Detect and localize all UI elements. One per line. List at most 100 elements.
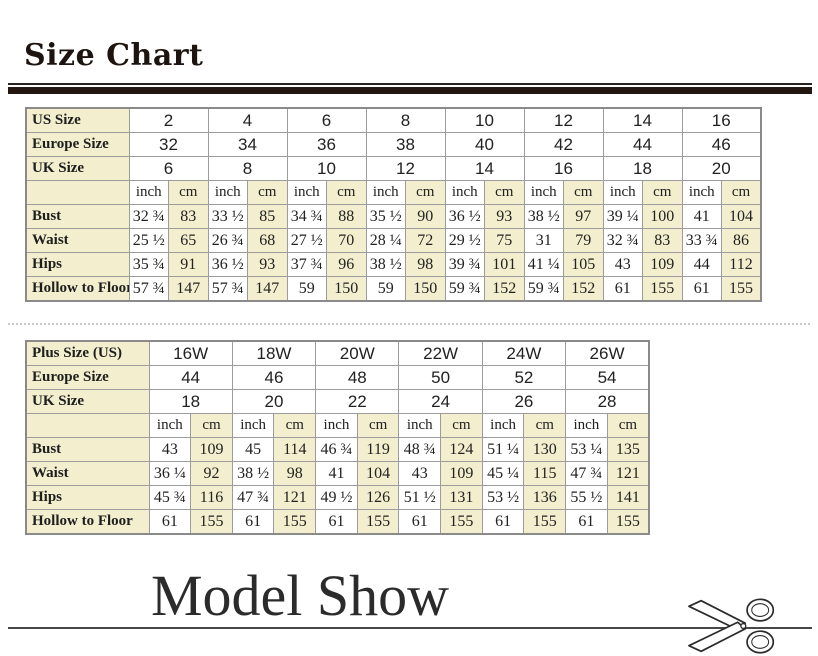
measure-cell: 150	[405, 276, 446, 302]
unit-inch-cell: inch	[565, 413, 608, 438]
size-cell: 12	[523, 107, 604, 133]
size-cell: 52	[481, 365, 567, 390]
measure-cell: 155	[273, 509, 317, 535]
measure-cell: 38 ½	[231, 461, 275, 486]
measure-cell: 61	[481, 509, 525, 535]
measure-cell: 130	[523, 437, 567, 462]
size-table-standard: US Size 2 4 6 8 10 12 14 16 Europe Size 32 34 36 38 40…	[25, 107, 762, 302]
measure-cell: 121	[273, 485, 317, 510]
measure-cell: 39 ¾	[444, 252, 485, 277]
measure-cell: 70	[326, 228, 367, 253]
unit-inch-cell: inch	[481, 413, 525, 438]
measure-cell: 59 ¾	[444, 276, 485, 302]
title-bar	[8, 87, 812, 94]
size-cell: 48	[315, 365, 400, 390]
row-label: Bust	[25, 437, 150, 462]
size-cell: 38	[365, 132, 446, 157]
size-cell: 50	[398, 365, 483, 390]
size-cell: 14	[602, 107, 683, 133]
measure-cell: 41	[681, 204, 722, 229]
size-cell: 8	[365, 107, 446, 133]
measure-cell: 155	[523, 509, 567, 535]
row-label: Bust	[25, 204, 130, 229]
table-row: Waist 25 ½ 65 26 ¾ 68 27 ½ 70 28 ¼ 72 29 ½ 75 31 79 3…	[25, 228, 762, 253]
size-cell: 8	[207, 156, 288, 181]
size-cell: 6	[286, 107, 367, 133]
size-cell: 6	[128, 156, 209, 181]
row-label: US Size	[25, 107, 130, 133]
measure-cell: 104	[356, 461, 400, 486]
measure-cell: 36 ½	[444, 204, 485, 229]
measure-cell: 124	[440, 437, 483, 462]
size-cell: 28	[565, 389, 650, 414]
unit-inch-cell: inch	[231, 413, 275, 438]
unit-cm-cell: cm	[168, 180, 209, 205]
measure-cell: 109	[190, 437, 233, 462]
measure-cell: 155	[642, 276, 683, 302]
table-row: inch cm inch cm inch cm inch cm inch cm inch cm inch…	[25, 180, 762, 205]
size-cell: 26	[481, 389, 567, 414]
measure-cell: 109	[642, 252, 683, 277]
unit-cm-cell: cm	[247, 180, 288, 205]
measure-cell: 45 ¾	[148, 485, 192, 510]
size-cell: 44	[602, 132, 683, 157]
size-cell: 18	[602, 156, 683, 181]
size-cell: 18	[148, 389, 233, 414]
measure-cell: 28 ¼	[365, 228, 406, 253]
measure-cell: 25 ½	[128, 228, 169, 253]
unit-cm-cell: cm	[721, 180, 762, 205]
unit-inch-cell: inch	[286, 180, 327, 205]
unit-cm-cell: cm	[523, 413, 567, 438]
table-row: inch cm inch cm inch cm inch cm inch cm inch cm	[25, 413, 650, 438]
measure-cell: 150	[326, 276, 367, 302]
table-row: Hollow to Floor 57 ¾ 147 57 ¾ 147 59 150 59 150 5…	[25, 276, 762, 302]
measure-cell: 47 ¾	[231, 485, 275, 510]
row-label	[25, 180, 130, 205]
table-row: US Size 2 4 6 8 10 12 14 16	[25, 107, 762, 133]
measure-cell: 155	[190, 509, 233, 535]
measure-cell: 135	[606, 437, 650, 462]
size-cell: 20	[231, 389, 317, 414]
size-cell: 42	[523, 132, 604, 157]
size-cell: 4	[207, 107, 288, 133]
measure-cell: 48 ¾	[398, 437, 442, 462]
measure-cell: 53 ½	[481, 485, 525, 510]
measure-cell: 147	[168, 276, 209, 302]
measure-cell: 34 ¾	[286, 204, 327, 229]
size-cell: 20	[681, 156, 762, 181]
measure-cell: 93	[484, 204, 525, 229]
measure-cell: 36 ½	[207, 252, 248, 277]
measure-cell: 59	[286, 276, 327, 302]
measure-cell: 35 ¾	[128, 252, 169, 277]
measure-cell: 119	[356, 437, 400, 462]
measure-cell: 115	[523, 461, 567, 486]
unit-cm-cell: cm	[606, 413, 650, 438]
measure-cell: 57 ¾	[128, 276, 169, 302]
unit-inch-cell: inch	[207, 180, 248, 205]
table-row: Hollow to Floor 61 155 61 155 61 155 61 155 61 155…	[25, 509, 650, 535]
measure-cell: 100	[642, 204, 683, 229]
unit-cm-cell: cm	[484, 180, 525, 205]
cut-line	[8, 627, 812, 629]
size-cell: 22W	[398, 340, 483, 366]
measure-cell: 88	[326, 204, 367, 229]
measure-cell: 61	[315, 509, 358, 535]
measure-cell: 51 ½	[398, 485, 442, 510]
size-cell: 46	[231, 365, 317, 390]
measure-cell: 131	[440, 485, 483, 510]
measure-cell: 55 ½	[565, 485, 608, 510]
measure-cell: 152	[484, 276, 525, 302]
row-label	[25, 413, 150, 438]
size-cell: 34	[207, 132, 288, 157]
page-title: Size Chart	[24, 38, 204, 73]
size-cell: 2	[128, 107, 209, 133]
row-label: Waist	[25, 461, 150, 486]
unit-inch-cell: inch	[148, 413, 192, 438]
measure-cell: 37 ¾	[286, 252, 327, 277]
size-cell: 22	[315, 389, 400, 414]
measure-cell: 35 ½	[365, 204, 406, 229]
scissors-icon	[688, 598, 775, 654]
measure-cell: 61	[565, 509, 608, 535]
measure-cell: 98	[405, 252, 446, 277]
